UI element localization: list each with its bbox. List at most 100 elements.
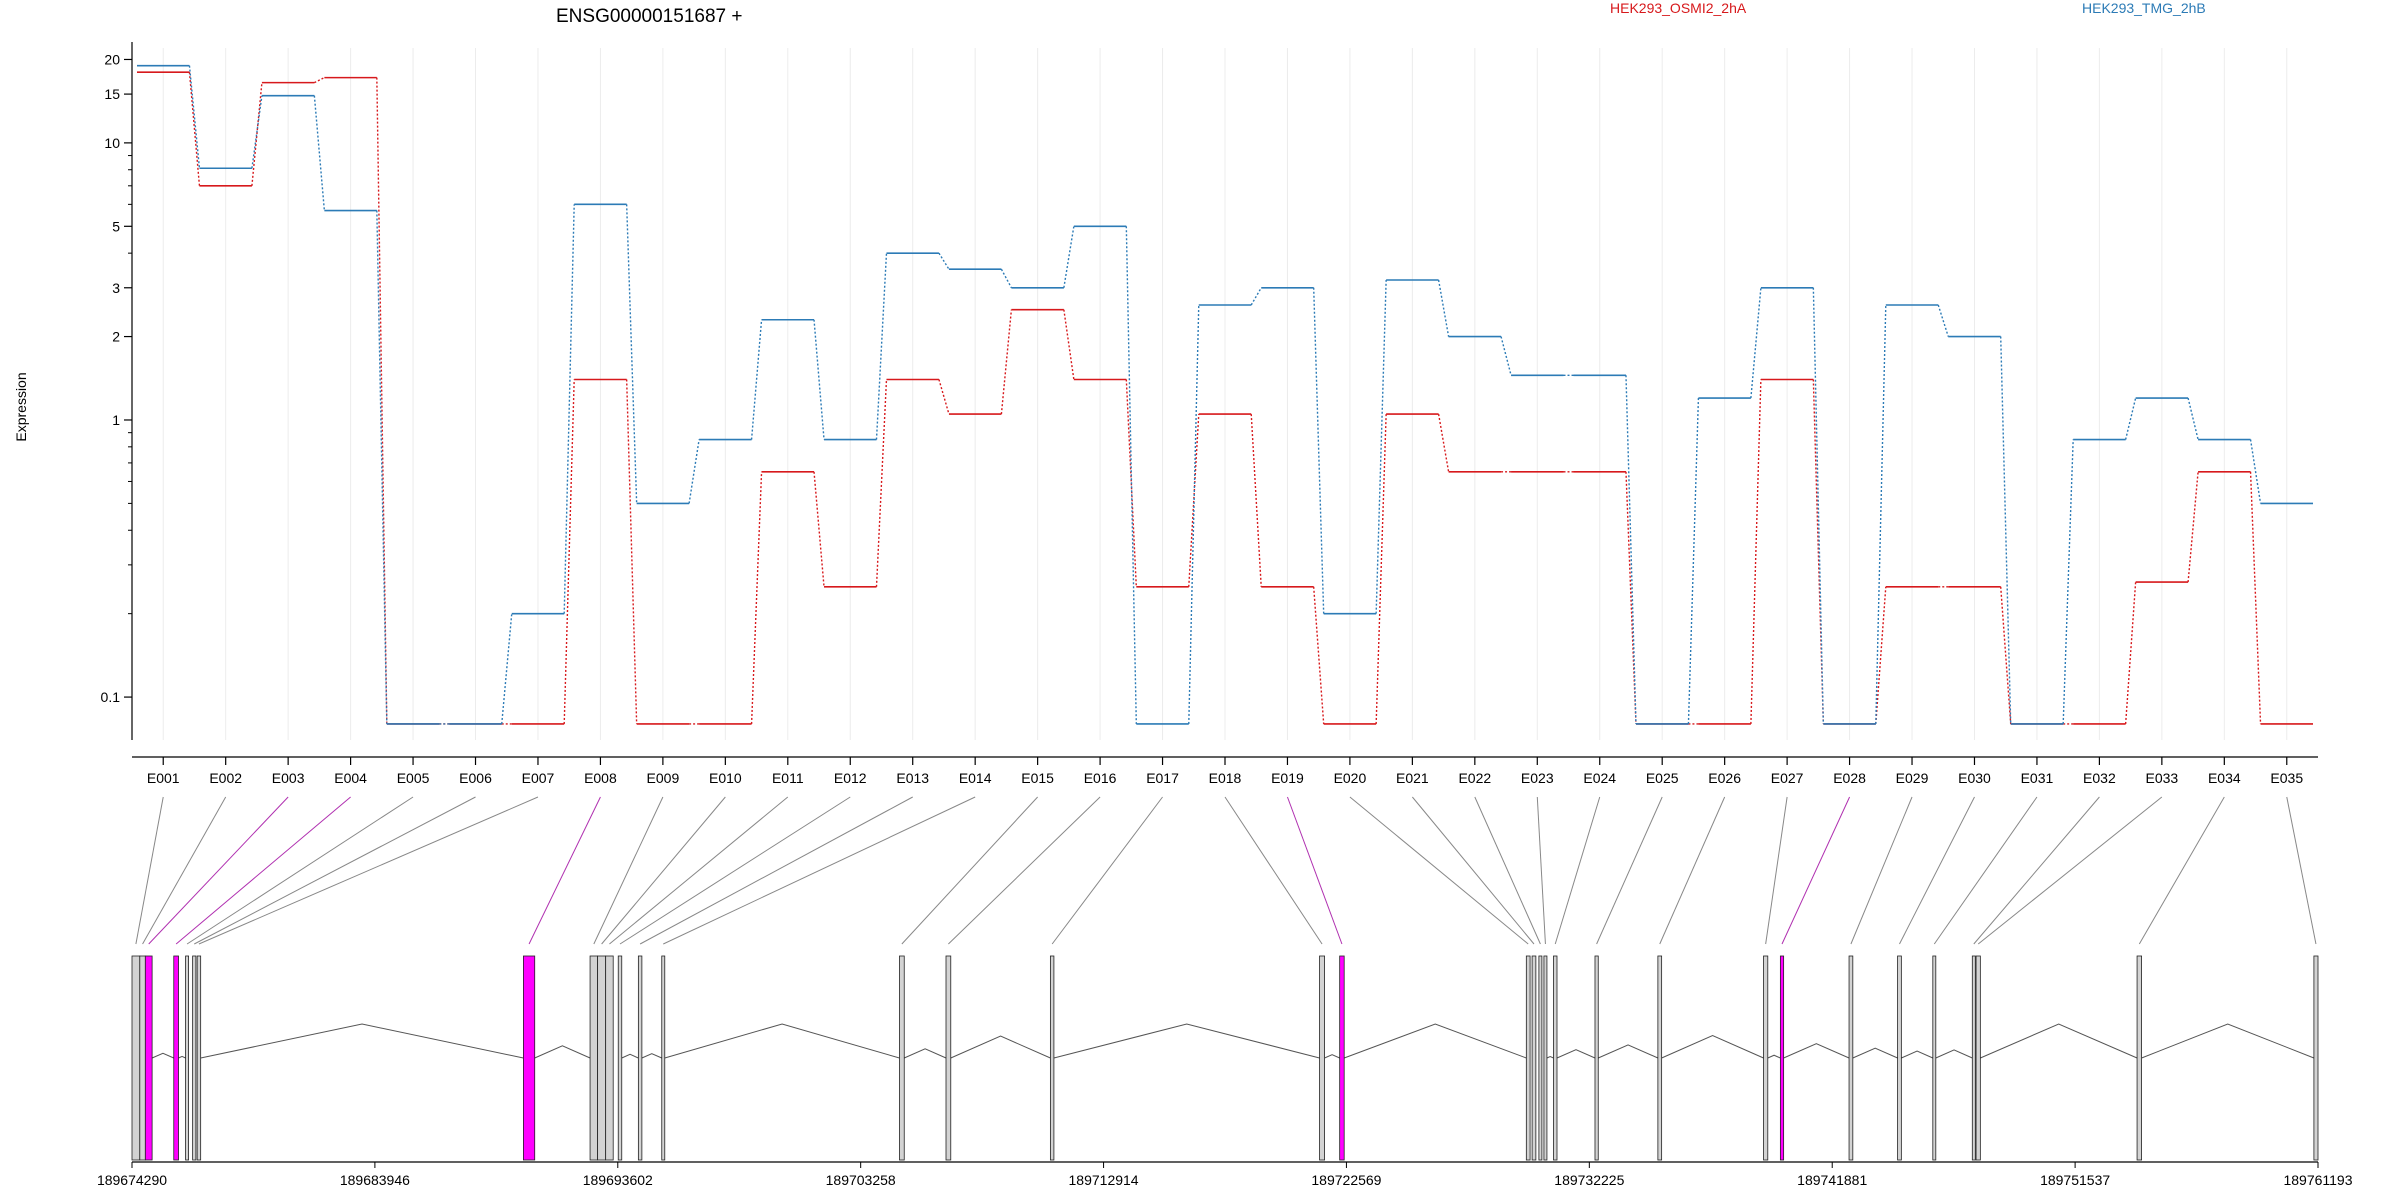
series-1-connector [1000, 309, 1013, 415]
exon-label-e024: E024 [1583, 770, 1616, 786]
series-1-connector [1188, 414, 1200, 587]
exon-block-e030 [1897, 955, 1902, 1161]
exon-label-e031: E031 [2021, 770, 2054, 786]
exon-block-e008 [523, 955, 536, 1161]
series-2-connector [188, 65, 201, 169]
series-2-connector [750, 319, 763, 440]
series-2-connector [1063, 226, 1075, 288]
exon-label-e014: E014 [959, 770, 992, 786]
series-1-connector [2124, 582, 2137, 724]
series-1-connector [1312, 586, 1325, 724]
connector-e029 [1850, 796, 1913, 945]
series-1-connector [938, 379, 950, 415]
series-1-connector [1625, 471, 1637, 724]
y-tick-label: 15 [104, 86, 120, 102]
intron-e029 [1852, 1047, 1898, 1059]
coord-tick-label: 189693602 [583, 1172, 653, 1188]
exon-block-e006 [192, 955, 197, 1161]
intron-e028 [1783, 1043, 1850, 1059]
exon-block-e028 [1779, 955, 1785, 1161]
exon-block-e013 [637, 955, 643, 1161]
gene-title: ENSG00000151687 + [556, 6, 742, 27]
exon-label-e030: E030 [1958, 770, 1991, 786]
connector-e014 [663, 796, 976, 945]
connector-e004 [175, 796, 351, 945]
series-1-connector [2000, 586, 2012, 724]
series-1-connector [625, 379, 638, 724]
connector-e018 [1224, 796, 1323, 945]
exon-label-e027: E027 [1771, 770, 1804, 786]
exon-label-e034: E034 [2208, 770, 2241, 786]
connector-e003 [148, 796, 289, 945]
exon-block-e033 [1975, 955, 1981, 1161]
exon-label-e001: E001 [147, 770, 180, 786]
series-1-connector [2249, 471, 2262, 724]
series-2-connector [2187, 397, 2199, 440]
intron-e018 [1324, 1054, 1340, 1059]
connector-e035 [2286, 796, 2317, 945]
exon-block-e015 [899, 955, 905, 1161]
connector-e031 [1933, 796, 2038, 945]
exon-block-e029 [1848, 955, 1854, 1161]
connector-e008 [528, 796, 601, 945]
connector-e005 [186, 796, 414, 945]
exon-block-e026 [1657, 955, 1663, 1161]
connector-e023 [1536, 796, 1546, 945]
series-2-connector [1250, 287, 1262, 306]
coord-tick-label: 189683946 [340, 1172, 410, 1188]
connector-e034 [2138, 796, 2225, 945]
y-tick-label: 20 [104, 51, 120, 67]
y-tick-label: 2 [112, 329, 120, 345]
coord-tick-label: 189712914 [1069, 1172, 1139, 1188]
connector-e030 [1899, 796, 1975, 945]
exon-label-e007: E007 [522, 770, 555, 786]
series-1-connector [1812, 379, 1825, 724]
series-2-connector [938, 252, 950, 270]
connector-e001 [135, 796, 164, 945]
y-tick-label: 3 [112, 280, 120, 296]
connector-e002 [142, 796, 227, 945]
exon-block-e022 [1538, 955, 1543, 1161]
series-2-connector [2249, 439, 2262, 504]
connector-e027 [1765, 796, 1788, 945]
series-2-connector [1500, 336, 1512, 376]
genomic-coordinate-axis: 189674290 189683946 189693602 189703258 1897… [97, 1161, 2353, 1188]
connector-e019 [1286, 796, 1343, 945]
exon-block-e018 [1319, 955, 1325, 1161]
exon-connector-lines [135, 796, 2317, 945]
exon-block-e017 [1049, 955, 1055, 1161]
y-axis-label: Expression [13, 372, 29, 441]
series-2-connector [688, 439, 700, 504]
series-2-connector [2000, 336, 2012, 724]
exon-block-e021 [1531, 955, 1537, 1161]
exon-label-e010: E010 [709, 770, 742, 786]
coord-tick-label: 189761193 [2283, 1172, 2352, 1188]
exon-label-e003: E003 [272, 770, 305, 786]
connector-e021 [1411, 796, 1535, 945]
series-1-line [136, 71, 2314, 725]
connector-e032 [1973, 796, 2100, 945]
x-axis: E001 E002 E003 E004 E005 E006 E007 E008 E009 E010… [132, 756, 2318, 786]
exon-label-e017: E017 [1146, 770, 1179, 786]
exon-label-e018: E018 [1209, 770, 1242, 786]
exon-label-e015: E015 [1021, 770, 1054, 786]
intron-e003 [151, 1052, 174, 1059]
intron-e030 [1901, 1050, 1934, 1059]
series-1-connector [1750, 379, 1762, 724]
series-2-connector [1188, 304, 1200, 724]
series-2-connector [625, 204, 638, 504]
connector-e025 [1596, 796, 1663, 945]
exon-label-e028: E028 [1833, 770, 1866, 786]
exon-label-e029: E029 [1896, 770, 1929, 786]
series-2-connector [1750, 287, 1762, 399]
series-lines [136, 64, 2314, 725]
exon-label-e033: E033 [2146, 770, 2179, 786]
intron-e007 [200, 1023, 524, 1059]
series-2-connector [501, 613, 513, 724]
y-tick-label: 10 [104, 135, 120, 151]
intron-e027 [1767, 1054, 1781, 1059]
coord-tick-label: 189741881 [1797, 1172, 1867, 1188]
y-axis: 0.1 1 2 3 5 10 15 20 [101, 42, 133, 740]
connector-e013 [639, 796, 913, 945]
